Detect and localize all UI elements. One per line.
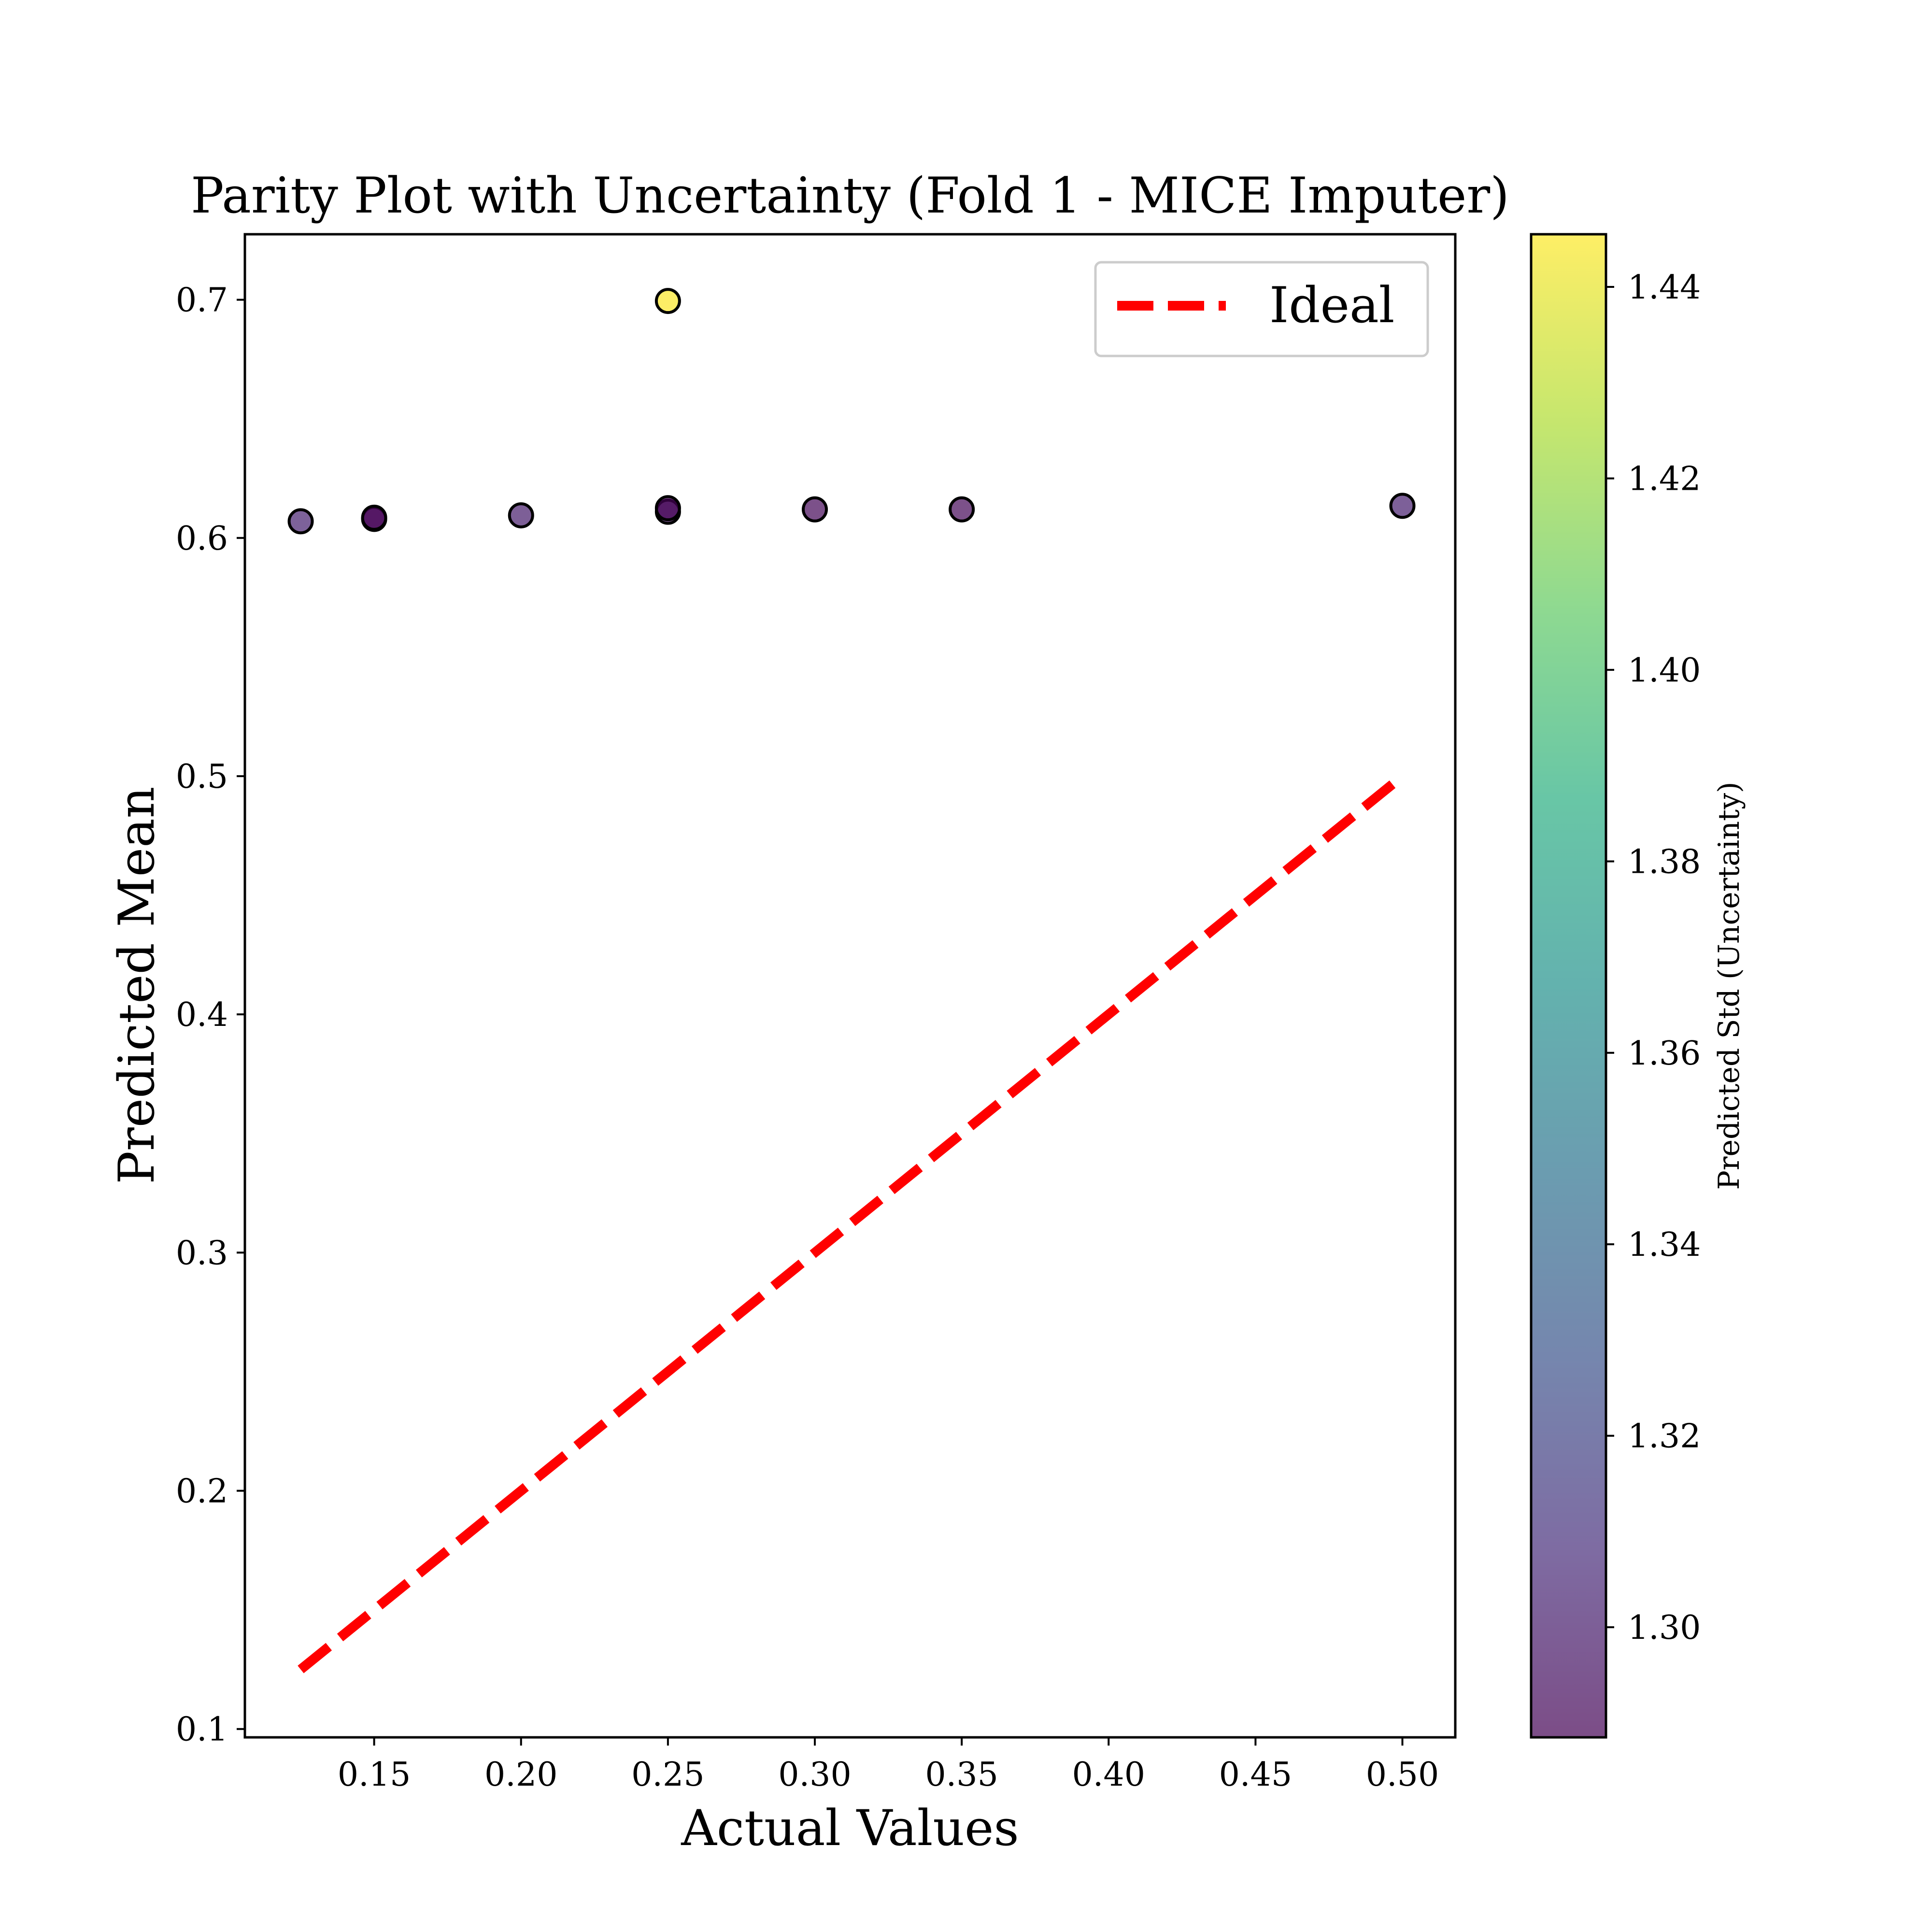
- x-axis-label: Actual Values: [681, 1800, 1019, 1857]
- scatter-points: [287, 288, 1416, 535]
- x-tick-label: 0.25: [631, 1756, 704, 1794]
- colorbar-gradient: [1531, 234, 1606, 1737]
- colorbar-frame: [1530, 233, 1607, 1739]
- y-axis-label: Predicted Mean: [108, 786, 166, 1184]
- legend: Ideal: [1094, 261, 1429, 357]
- scatter-point: [802, 496, 828, 523]
- x-axis-ticks: 0.15 0.20 0.25 0.30 0.35 0.40 0.45 0.50: [338, 1737, 1439, 1794]
- colorbar-tick-label: 1.34: [1628, 1226, 1701, 1264]
- colorbar-tick-label: 1.30: [1628, 1609, 1701, 1647]
- y-axis-ticks: 0.1 0.2 0.3 0.4 0.5 0.6 0.7: [176, 282, 245, 1749]
- scatter-point: [654, 495, 681, 522]
- y-tick-label: 0.7: [176, 282, 228, 320]
- scatter-point: [949, 496, 975, 523]
- x-tick-label: 0.40: [1072, 1756, 1145, 1794]
- scatter-point: [361, 504, 387, 531]
- legend-ideal-label: Ideal: [1269, 277, 1394, 334]
- colorbar-tick-label: 1.36: [1628, 1035, 1701, 1073]
- y-tick-label: 0.4: [176, 996, 228, 1034]
- y-tick-label: 0.3: [176, 1234, 228, 1272]
- x-tick-label: 0.50: [1366, 1756, 1439, 1794]
- y-tick-label: 0.6: [176, 520, 228, 558]
- colorbar-tick-label: 1.44: [1628, 269, 1701, 307]
- colorbar-ticks: 1.30 1.32 1.34 1.36 1.38 1.40 1.42 1.44: [1606, 269, 1701, 1647]
- x-tick-label: 0.15: [338, 1756, 411, 1794]
- y-tick-label: 0.5: [176, 758, 228, 796]
- colorbar-label: Predicted Std (Uncertainty): [1712, 781, 1746, 1190]
- colorbar-tick-label: 1.42: [1628, 460, 1701, 498]
- scatter-point: [654, 288, 681, 314]
- x-tick-label: 0.30: [778, 1756, 851, 1794]
- x-tick-label: 0.45: [1219, 1756, 1292, 1794]
- scatter-point: [508, 502, 534, 528]
- plot-frame: [243, 233, 1457, 1739]
- scatter-point: [1389, 493, 1416, 519]
- ideal-line: [298, 772, 1406, 1674]
- colorbar-tick-label: 1.32: [1628, 1418, 1701, 1456]
- legend-box: [1094, 261, 1429, 357]
- y-tick-label: 0.1: [176, 1711, 228, 1749]
- colorbar-tick-label: 1.38: [1628, 843, 1701, 881]
- colorbar-tick-label: 1.40: [1628, 652, 1701, 690]
- ideal-line-layer: [298, 772, 1406, 1674]
- x-tick-label: 0.35: [925, 1756, 998, 1794]
- colorbar: 1.30 1.32 1.34 1.36 1.38 1.40 1.42 1.44 Predict…: [1530, 233, 1746, 1739]
- chart-title: Parity Plot with Uncertainty (Fold 1 - M…: [191, 167, 1509, 225]
- x-tick-label: 0.20: [484, 1756, 557, 1794]
- scatter-point: [287, 508, 314, 535]
- y-tick-label: 0.2: [176, 1473, 228, 1511]
